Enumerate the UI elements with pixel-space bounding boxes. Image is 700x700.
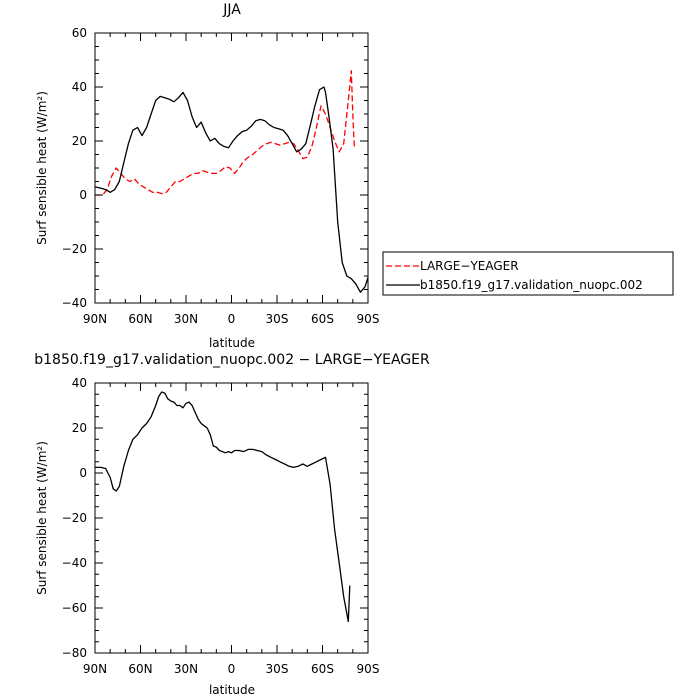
chart-bottom-xtick-label: 60N: [128, 662, 152, 676]
chart-top-title: JJA: [222, 2, 241, 18]
chart-top-xlabel: latitude: [209, 336, 255, 350]
legend-box: [382, 251, 674, 296]
chart-top: JJA 90N 60N 30N 0 30S 60S 90S −40 −20 0 20 40 60 lat…: [35, 2, 379, 350]
chart-top-ytick-label: 60: [72, 26, 87, 40]
chart-bottom-ytick-label: 20: [72, 421, 87, 435]
chart-bottom-ytick-label: −20: [62, 511, 87, 525]
legend-label-large-yeager: LARGE−YEAGER: [420, 259, 519, 273]
chart-top-plot-frame: [94, 32, 369, 304]
chart-bottom-xtick-label: 60S: [311, 662, 334, 676]
chart-bottom-xtick-label: 0: [228, 662, 236, 676]
chart-bottom-ylabel: Surf sensible heat (W/m²): [35, 441, 49, 595]
chart-top-xtick-label: 0: [228, 312, 236, 326]
chart-legend: LARGE−YEAGER b1850.f19_g17.validation_nu…: [382, 251, 674, 296]
chart-top-xtick-label: 90S: [357, 312, 380, 326]
chart-bottom-ytick-label: −60: [62, 601, 87, 615]
chart-top-xtick-label: 30S: [266, 312, 289, 326]
chart-bottom-ytick-label: −40: [62, 556, 87, 570]
chart-bottom-plot-frame: [94, 382, 369, 654]
chart-top-xtick-label: 90N: [83, 312, 107, 326]
chart-top-xtick-label: 60S: [311, 312, 334, 326]
chart-top-xtick-label: 30N: [174, 312, 198, 326]
chart-bottom-ytick-label: −80: [62, 646, 87, 660]
chart-bottom: b1850.f19_g17.validation_nuopc.002 − LAR…: [34, 352, 430, 697]
chart-bottom-series-0: [95, 391, 351, 623]
chart-top-ytick-label: 0: [79, 188, 87, 202]
chart-bottom-xtick-label: 30S: [266, 662, 289, 676]
chart-bottom-ytick-label: 0: [79, 466, 87, 480]
chart-top-ytick-label: −40: [62, 296, 87, 310]
chart-top-series-b1850-f19-g17-validation-nuopc-002: [94, 86, 369, 293]
chart-bottom-ytick-label: 40: [72, 376, 87, 390]
chart-top-ytick-label: 20: [72, 134, 87, 148]
chart-top-ytick-label: −20: [62, 242, 87, 256]
chart-bottom-xtick-label: 30N: [174, 662, 198, 676]
chart-bottom-xtick-label: 90N: [83, 662, 107, 676]
chart-top-ytick-label: 40: [72, 80, 87, 94]
legend-label-b1850: b1850.f19_g17.validation_nuopc.002: [420, 278, 643, 292]
chart-top-series-large-yeager: [95, 70, 355, 196]
chart-bottom-xlabel: latitude: [209, 683, 255, 697]
chart-bottom-xtick-label: 90S: [357, 662, 380, 676]
chart-top-xtick-label: 60N: [128, 312, 152, 326]
chart-top-ylabel: Surf sensible heat (W/m²): [35, 91, 49, 245]
chart-bottom-title: b1850.f19_g17.validation_nuopc.002 − LAR…: [34, 352, 430, 368]
